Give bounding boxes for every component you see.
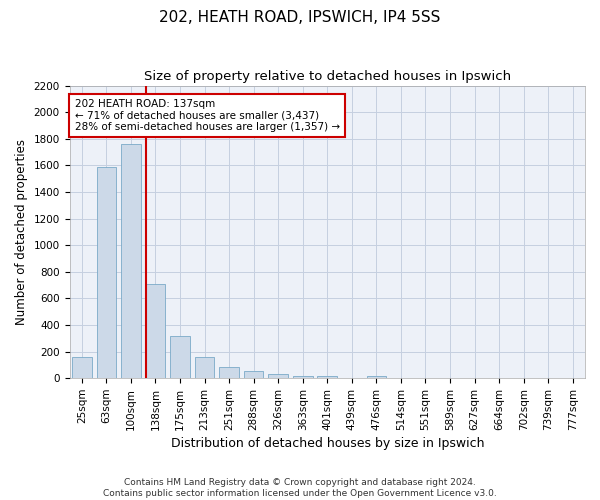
- Bar: [146, 284, 165, 378]
- Bar: [97, 166, 116, 378]
- Bar: [170, 336, 190, 378]
- Bar: [317, 376, 337, 378]
- Bar: [268, 374, 288, 378]
- Bar: [244, 371, 263, 378]
- X-axis label: Distribution of detached houses by size in Ipswich: Distribution of detached houses by size …: [170, 437, 484, 450]
- Text: 202 HEATH ROAD: 137sqm
← 71% of detached houses are smaller (3,437)
28% of semi-: 202 HEATH ROAD: 137sqm ← 71% of detached…: [74, 98, 340, 132]
- Bar: [195, 357, 214, 378]
- Text: 202, HEATH ROAD, IPSWICH, IP4 5SS: 202, HEATH ROAD, IPSWICH, IP4 5SS: [160, 10, 440, 25]
- Bar: [72, 357, 92, 378]
- Title: Size of property relative to detached houses in Ipswich: Size of property relative to detached ho…: [144, 70, 511, 83]
- Text: Contains HM Land Registry data © Crown copyright and database right 2024.
Contai: Contains HM Land Registry data © Crown c…: [103, 478, 497, 498]
- Y-axis label: Number of detached properties: Number of detached properties: [15, 139, 28, 325]
- Bar: [219, 367, 239, 378]
- Bar: [367, 376, 386, 378]
- Bar: [293, 376, 313, 378]
- Bar: [121, 144, 141, 378]
